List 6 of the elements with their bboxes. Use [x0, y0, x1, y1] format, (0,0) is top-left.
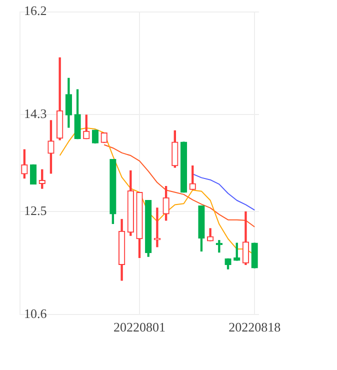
y-tick-label: 14.3 — [24, 106, 47, 121]
y-tick-label: 10.6 — [24, 306, 48, 321]
y-tick-label: 12.5 — [24, 203, 47, 218]
x-tick-label: 20220818 — [228, 320, 281, 335]
y-tick-label: 16.2 — [24, 3, 47, 18]
x-tick-label: 20220801 — [114, 320, 166, 335]
